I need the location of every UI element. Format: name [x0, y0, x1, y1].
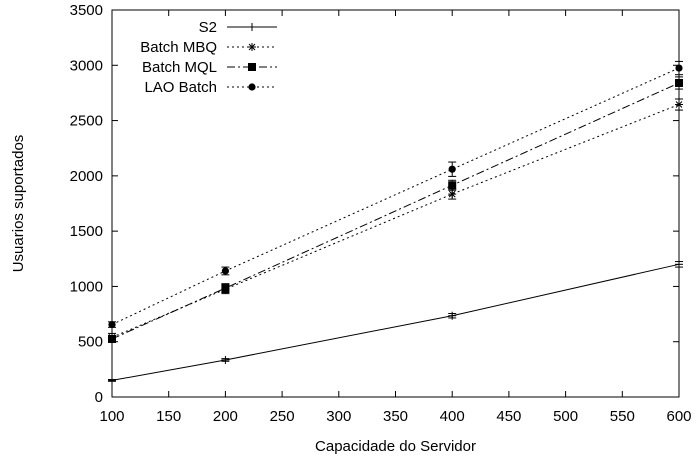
y-axis-title: Usuarios suportados	[10, 135, 27, 273]
x-tick-label: 250	[270, 408, 295, 425]
legend-marker	[248, 43, 256, 51]
series-line	[111, 104, 680, 338]
legend-label: S2	[199, 19, 217, 36]
legend-item: LAO Batch	[144, 79, 277, 96]
legend: S2 Batch MBQ Batch MQL LAO Batch	[140, 19, 277, 96]
x-tick-label: 350	[383, 408, 408, 425]
series-lao-batch	[108, 60, 683, 329]
legend-marker	[248, 23, 256, 31]
axis-ticks: 100 150 200 250 300 350 400 450 500 550 600 0 500 100…	[70, 2, 692, 425]
series-s2	[108, 260, 683, 385]
legend-label: Batch MQL	[142, 59, 217, 76]
data-point	[448, 181, 457, 190]
data-point	[448, 165, 456, 173]
y-tick-label: 3000	[70, 57, 103, 74]
data-point	[448, 190, 457, 199]
legend-label: Batch MBQ	[140, 39, 217, 56]
x-tick-label: 550	[610, 408, 635, 425]
series-layer	[108, 60, 683, 385]
x-tick-label: 100	[99, 408, 124, 425]
series-batch-mbq	[108, 98, 683, 342]
y-tick-label: 1000	[70, 278, 103, 295]
data-point	[221, 284, 230, 293]
x-tick-label: 500	[553, 408, 578, 425]
y-tick-label: 500	[78, 334, 103, 351]
x-tick-label: 600	[666, 408, 691, 425]
legend-label: LAO Batch	[144, 79, 217, 96]
legend-item: S2	[199, 19, 277, 36]
y-tick-label: 3500	[70, 2, 103, 19]
y-tick-label: 2500	[70, 113, 103, 130]
x-axis-title: Capacidade do Servidor	[315, 438, 476, 455]
legend-item: Batch MQL	[142, 59, 277, 76]
legend-item: Batch MBQ	[140, 39, 277, 56]
y-tick-label: 1500	[70, 223, 103, 240]
x-tick-label: 400	[440, 408, 465, 425]
data-point	[448, 311, 457, 320]
series-line	[111, 82, 680, 340]
x-tick-label: 450	[496, 408, 521, 425]
data-point	[221, 267, 229, 275]
series-batch-mql	[108, 76, 683, 343]
series-line	[111, 67, 680, 326]
x-tick-label: 300	[326, 408, 351, 425]
legend-marker	[248, 83, 256, 91]
plot-frame	[111, 9, 680, 398]
legend-marker	[248, 63, 256, 71]
y-tick-label: 0	[95, 389, 103, 406]
series-line	[111, 263, 680, 381]
data-point	[221, 355, 230, 364]
y-tick-label: 2000	[70, 168, 103, 185]
x-tick-label: 200	[213, 408, 238, 425]
x-tick-label: 150	[156, 408, 181, 425]
